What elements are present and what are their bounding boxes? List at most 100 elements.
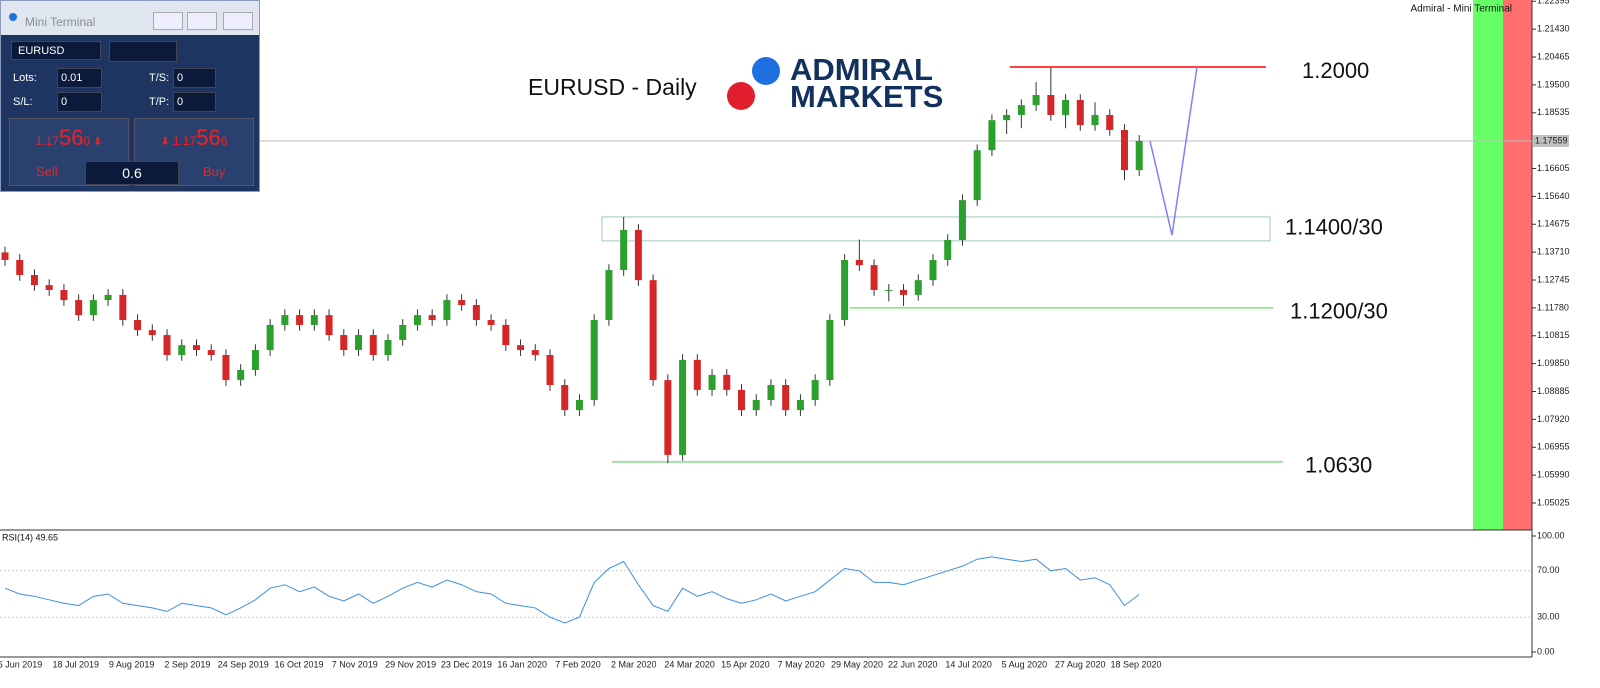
x-tick-label: 7 Nov 2019 bbox=[332, 659, 378, 669]
candle-body bbox=[561, 385, 569, 411]
x-tick-label: 16 Oct 2019 bbox=[274, 659, 323, 669]
x-tick-label: 16 Jan 2020 bbox=[497, 659, 547, 669]
symbol-input[interactable] bbox=[109, 41, 177, 62]
minimize-button[interactable] bbox=[153, 12, 183, 30]
candle-body bbox=[958, 200, 966, 241]
chart-title: EURUSD - Daily bbox=[528, 74, 697, 100]
candle-body bbox=[502, 324, 510, 346]
candle-body bbox=[458, 300, 466, 306]
candle-body bbox=[207, 350, 215, 355]
candle-body bbox=[1017, 105, 1025, 115]
candle-body bbox=[1032, 95, 1040, 106]
y-tick-label: 1.09850 bbox=[1537, 358, 1570, 368]
level-label: 1.1200/30 bbox=[1290, 299, 1388, 324]
close-button[interactable] bbox=[223, 12, 253, 30]
candle-body bbox=[399, 324, 407, 340]
y-tick-label: 100.00 bbox=[1537, 530, 1565, 540]
symbol-select[interactable]: EURUSD bbox=[11, 41, 101, 60]
y-tick-label: 1.16605 bbox=[1537, 163, 1570, 173]
field-value: 0 bbox=[177, 96, 184, 108]
candle-body bbox=[472, 305, 480, 321]
candle-body bbox=[355, 335, 363, 351]
candle-body bbox=[1, 252, 9, 260]
candle-body bbox=[649, 280, 657, 381]
y-tick-label: 1.14675 bbox=[1537, 219, 1570, 229]
candle-body bbox=[310, 315, 318, 325]
field-label: T/P: bbox=[149, 96, 170, 108]
y-tick-label: 0.00 bbox=[1537, 646, 1555, 656]
candle-body bbox=[575, 400, 583, 411]
candle-body bbox=[384, 339, 392, 355]
y-tick-label: 1.20465 bbox=[1537, 51, 1570, 61]
x-tick-label: 18 Jul 2019 bbox=[53, 659, 100, 669]
candle-body bbox=[664, 380, 672, 455]
y-tick-label: 1.08885 bbox=[1537, 386, 1570, 396]
candle-body bbox=[222, 354, 230, 381]
price-head: 1.17 bbox=[35, 134, 59, 148]
logo-text: MARKETS bbox=[790, 79, 943, 114]
y-tick-label: 1.15640 bbox=[1537, 191, 1570, 201]
candle-body bbox=[60, 289, 68, 301]
field-input[interactable]: 0 bbox=[173, 68, 216, 88]
candle-body bbox=[929, 259, 937, 281]
x-tick-label: 15 Apr 2020 bbox=[721, 659, 770, 669]
candle-body bbox=[870, 265, 878, 290]
x-tick-label: 2 Sep 2019 bbox=[164, 659, 210, 669]
candle-body bbox=[796, 400, 804, 411]
y-tick-label: 1.05025 bbox=[1537, 497, 1570, 507]
field-input[interactable]: 0 bbox=[173, 92, 216, 112]
candle-body bbox=[148, 330, 156, 336]
maximize-button[interactable] bbox=[187, 12, 217, 30]
x-tick-label: 7 Feb 2020 bbox=[555, 659, 601, 669]
candle-body bbox=[841, 259, 849, 321]
candle-body bbox=[900, 289, 908, 295]
mini-terminal: Mini Terminal EURUSD Lots: 0.01 T/S: 0 S… bbox=[0, 0, 260, 192]
y-tick-label: 1.07920 bbox=[1537, 414, 1570, 424]
candle-body bbox=[163, 335, 171, 355]
candle-body bbox=[914, 280, 922, 295]
candle-body bbox=[590, 320, 598, 401]
x-tick-label: 29 Nov 2019 bbox=[385, 659, 436, 669]
candle-body bbox=[237, 369, 245, 381]
field-input[interactable]: 0.01 bbox=[57, 68, 102, 88]
projection-line bbox=[1149, 66, 1198, 236]
x-tick-label: 9 Aug 2019 bbox=[109, 659, 155, 669]
candle-body bbox=[767, 385, 775, 401]
candle-body bbox=[75, 300, 83, 316]
candle-body bbox=[281, 315, 289, 325]
x-tick-label: 27 Aug 2020 bbox=[1055, 659, 1106, 669]
candle-body bbox=[1076, 99, 1084, 126]
price-tail: 6 bbox=[220, 134, 228, 148]
logo-dot bbox=[752, 57, 780, 85]
candle-body bbox=[811, 380, 819, 401]
field-input[interactable]: 0 bbox=[57, 92, 102, 112]
candle-body bbox=[944, 240, 952, 260]
y-tick-label: 1.12745 bbox=[1537, 274, 1570, 284]
candle-body bbox=[413, 315, 421, 325]
candle-body bbox=[693, 359, 701, 390]
sell-label: Sell bbox=[36, 164, 58, 179]
field-label: Lots: bbox=[13, 72, 37, 84]
y-tick-label: 30.00 bbox=[1537, 612, 1560, 622]
icon bbox=[9, 13, 17, 21]
candle-body bbox=[752, 400, 760, 411]
y-tick-label: 1.11780 bbox=[1537, 302, 1569, 312]
candle-body bbox=[325, 315, 333, 336]
price-big: 56 bbox=[196, 125, 221, 150]
top-right-label: Admiral - Mini Terminal bbox=[1410, 4, 1512, 15]
candle-body bbox=[134, 320, 142, 331]
candle-body bbox=[1091, 114, 1099, 126]
candle-body bbox=[428, 315, 436, 321]
support-zone bbox=[601, 216, 1271, 242]
candle-body bbox=[1120, 129, 1128, 171]
x-tick-label: 5 Aug 2020 bbox=[1002, 659, 1048, 669]
candle-body bbox=[605, 270, 613, 321]
candle-body bbox=[708, 374, 716, 390]
x-tick-label: 23 Dec 2019 bbox=[441, 659, 492, 669]
level-label: 1.0630 bbox=[1305, 453, 1372, 478]
candle-body bbox=[45, 285, 53, 290]
rsi-line bbox=[4, 556, 1140, 624]
x-tick-label: 7 May 2020 bbox=[778, 659, 825, 669]
